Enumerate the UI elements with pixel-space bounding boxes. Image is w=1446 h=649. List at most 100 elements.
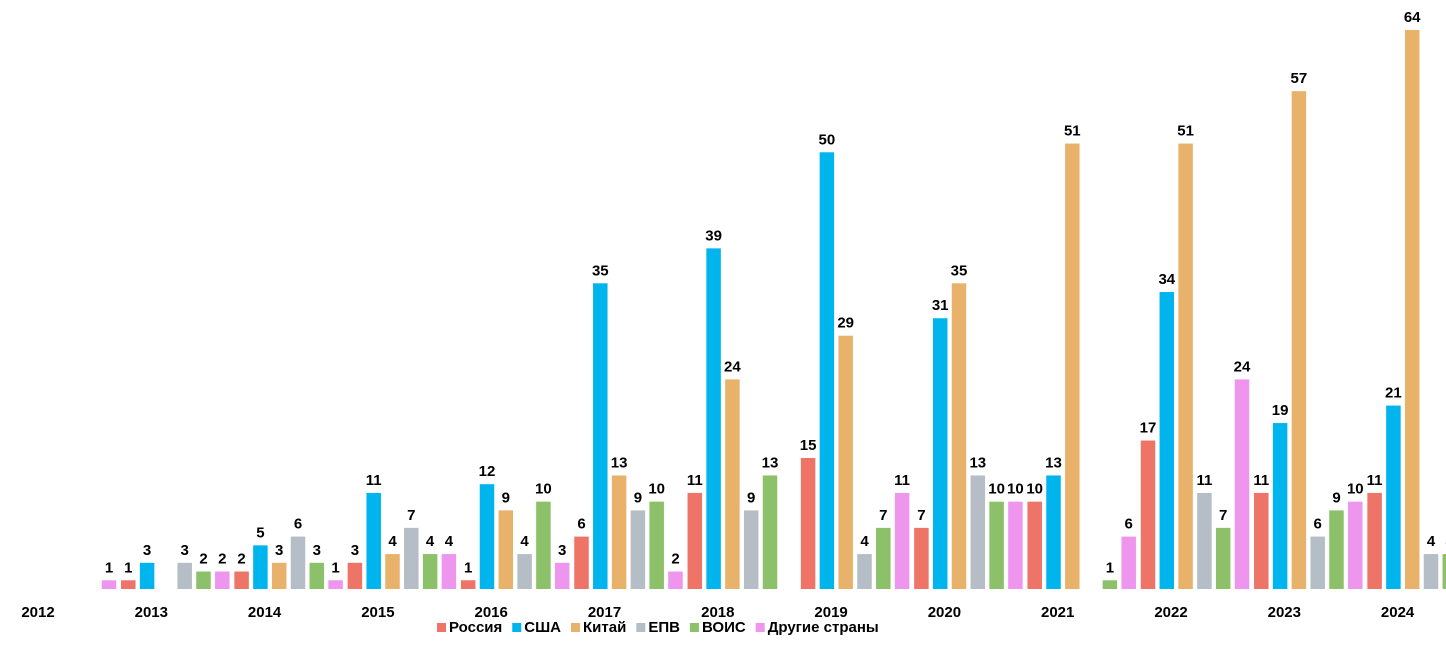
data-label: 50 xyxy=(819,131,836,148)
x-tick-label: 2023 xyxy=(1268,604,1301,621)
data-label: 35 xyxy=(951,262,968,279)
bar-2022-Китай xyxy=(1178,144,1193,589)
legend-label: ЕПВ xyxy=(648,619,680,636)
data-label: 3 xyxy=(558,542,566,559)
bar-2014-Россия xyxy=(234,572,249,589)
bar-2017-Россия xyxy=(574,537,589,589)
data-label: 4 xyxy=(388,533,397,550)
bar-2020-Россия xyxy=(914,528,929,589)
bar-2013-США xyxy=(140,563,155,589)
data-label: 2 xyxy=(218,551,226,568)
bar-2020-ЕПВ xyxy=(971,475,986,589)
bar-2016-ЕПВ xyxy=(517,554,532,589)
bar-2016-ВОИС xyxy=(536,502,551,589)
data-label: 15 xyxy=(800,437,817,454)
bar-2022-Другие страны xyxy=(1235,379,1250,589)
data-label: 9 xyxy=(502,489,510,506)
bar-2024-США xyxy=(1386,406,1401,589)
bar-2019-Россия xyxy=(801,458,816,589)
data-label: 10 xyxy=(1347,481,1364,498)
data-label: 57 xyxy=(1291,70,1308,87)
bar-2021-ВОИС xyxy=(1103,580,1118,589)
data-label: 4 xyxy=(426,533,435,550)
data-label: 39 xyxy=(705,227,722,244)
bar-2021-Другие страны xyxy=(1121,537,1136,589)
bar-2017-ЕПВ xyxy=(631,510,646,589)
bar-2017-ВОИС xyxy=(649,502,664,589)
legend-swatch xyxy=(690,623,699,632)
bar-2024-Китай xyxy=(1405,30,1420,589)
data-label: 10 xyxy=(648,481,665,498)
data-label: 3 xyxy=(275,542,283,559)
bar-2016-Другие страны xyxy=(555,563,570,589)
bar-2021-Китай xyxy=(1065,144,1080,589)
x-tick-label: 2015 xyxy=(361,604,394,621)
bar-2024-ВОИС xyxy=(1443,554,1446,589)
data-label: 11 xyxy=(894,472,910,489)
data-label: 1 xyxy=(124,559,132,576)
data-label: 7 xyxy=(917,507,925,524)
bar-2018-Россия xyxy=(688,493,703,589)
legend-label: Китай xyxy=(583,619,626,636)
bar-2023-ЕПВ xyxy=(1310,537,1325,589)
data-label: 6 xyxy=(1125,516,1133,533)
data-label: 21 xyxy=(1385,385,1402,402)
legend-item: США xyxy=(512,619,561,636)
data-label: 6 xyxy=(294,516,302,533)
data-label: 7 xyxy=(879,507,887,524)
legend-label: ВОИС xyxy=(702,619,746,636)
data-label: 9 xyxy=(1332,489,1340,506)
bar-2017-Другие страны xyxy=(668,572,683,589)
data-label: 64 xyxy=(1404,9,1421,26)
bar-2019-ВОИС xyxy=(876,528,891,589)
bar-2015-Россия xyxy=(348,563,363,589)
bar-2022-ВОИС xyxy=(1216,528,1231,589)
data-label: 9 xyxy=(747,489,755,506)
data-label: 2 xyxy=(671,551,679,568)
data-label: 11 xyxy=(1196,472,1212,489)
bar-2022-Россия xyxy=(1141,441,1156,589)
bar-2015-ЕПВ xyxy=(404,528,419,589)
bar-2014-ВОИС xyxy=(310,563,325,589)
x-tick-label: 2020 xyxy=(928,604,961,621)
bar-2020-США xyxy=(933,318,948,589)
data-label: 6 xyxy=(1314,516,1322,533)
data-label: 4 xyxy=(445,533,454,550)
data-label: 34 xyxy=(1158,271,1175,288)
bar-2018-Китай xyxy=(725,379,740,589)
legend-item: ЕПВ xyxy=(636,619,680,636)
legend-swatch xyxy=(636,623,645,632)
bar-2024-ЕПВ xyxy=(1424,554,1439,589)
data-label: 1 xyxy=(1106,559,1114,576)
bar-2018-США xyxy=(706,248,721,589)
data-label: 2 xyxy=(199,551,207,568)
legend-item: Китай xyxy=(571,619,626,636)
legend-item: Россия xyxy=(437,619,502,636)
data-label: 10 xyxy=(1026,481,1043,498)
data-label: 9 xyxy=(634,489,642,506)
legend-label: Россия xyxy=(449,619,502,636)
data-label: 1 xyxy=(464,559,472,576)
legend-swatch xyxy=(571,623,580,632)
data-label: 13 xyxy=(762,454,779,471)
bar-2021-США xyxy=(1046,475,1061,589)
data-label: 13 xyxy=(611,454,628,471)
data-label: 19 xyxy=(1272,402,1289,419)
data-label: 35 xyxy=(592,262,609,279)
bar-2014-США xyxy=(253,545,268,589)
data-label: 1 xyxy=(331,559,339,576)
data-label: 11 xyxy=(366,472,382,489)
bar-2020-ВОИС xyxy=(989,502,1004,589)
bar-2015-Китай xyxy=(385,554,400,589)
x-tick-label: 2021 xyxy=(1041,604,1074,621)
legend-swatch xyxy=(512,623,521,632)
bars-layer xyxy=(102,30,1446,589)
data-label: 11 xyxy=(1367,472,1383,489)
data-label: 10 xyxy=(1007,481,1024,498)
bar-2016-США xyxy=(480,484,495,589)
data-label: 10 xyxy=(535,481,552,498)
bar-2019-Китай xyxy=(838,336,853,589)
x-tick-label: 2014 xyxy=(248,604,282,621)
